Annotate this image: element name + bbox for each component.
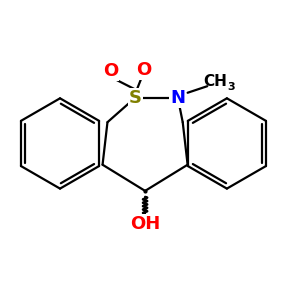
Text: S: S	[129, 89, 142, 107]
Text: OH: OH	[130, 214, 160, 232]
Text: CH: CH	[203, 74, 227, 89]
Text: O: O	[103, 62, 118, 80]
Text: O: O	[136, 61, 151, 79]
Text: 3: 3	[227, 82, 235, 92]
Text: N: N	[170, 89, 185, 107]
